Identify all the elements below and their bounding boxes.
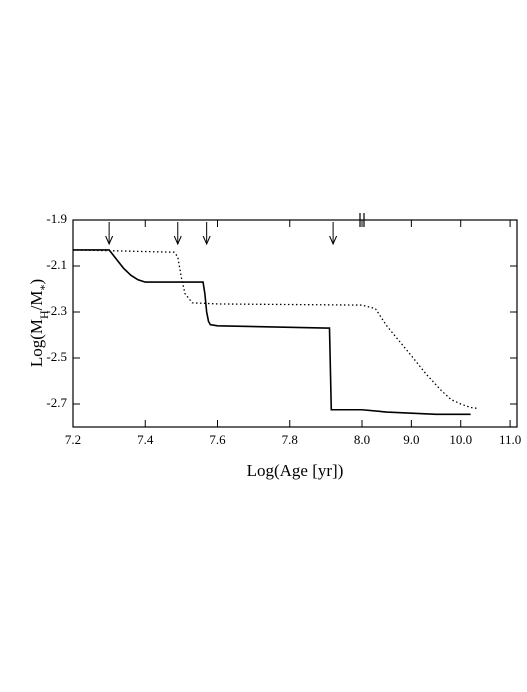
- arrow-head: [202, 235, 211, 246]
- x-axis-label: Log(Age [yr]): [247, 461, 344, 480]
- y-tick-label: -1.9: [46, 211, 67, 226]
- y-tick-label: -2.5: [46, 349, 67, 364]
- x-tick-label: 11.0: [499, 432, 521, 447]
- y-axis-label-part: *: [37, 284, 51, 290]
- series-line: [72, 249, 480, 410]
- x-tick-label: 9.0: [403, 432, 419, 447]
- arrow-head: [329, 235, 338, 246]
- x-tick-label: 10.0: [449, 432, 472, 447]
- y-tick-label: -2.7: [46, 395, 67, 410]
- x-tick-label: 7.2: [65, 432, 81, 447]
- x-tick-label: 7.8: [282, 432, 298, 447]
- y-axis-label-part: H: [37, 310, 51, 319]
- y-axis-label-part: Log(M: [27, 319, 46, 367]
- arrow-head: [173, 235, 182, 246]
- y-axis-label-part: ): [27, 279, 46, 285]
- x-tick-label: 7.6: [209, 432, 226, 447]
- x-tick-label: 7.4: [137, 432, 154, 447]
- arrow-head: [105, 235, 114, 246]
- x-tick-label: 8.0: [354, 432, 370, 447]
- y-axis-label-part: /M: [27, 290, 46, 310]
- y-tick-label: -2.1: [46, 257, 67, 272]
- plot-frame: [72, 219, 518, 428]
- y-axis-label: Log(MH/M*): [27, 279, 51, 367]
- series-line: [73, 249, 471, 416]
- y-tick-label: -2.3: [46, 303, 67, 318]
